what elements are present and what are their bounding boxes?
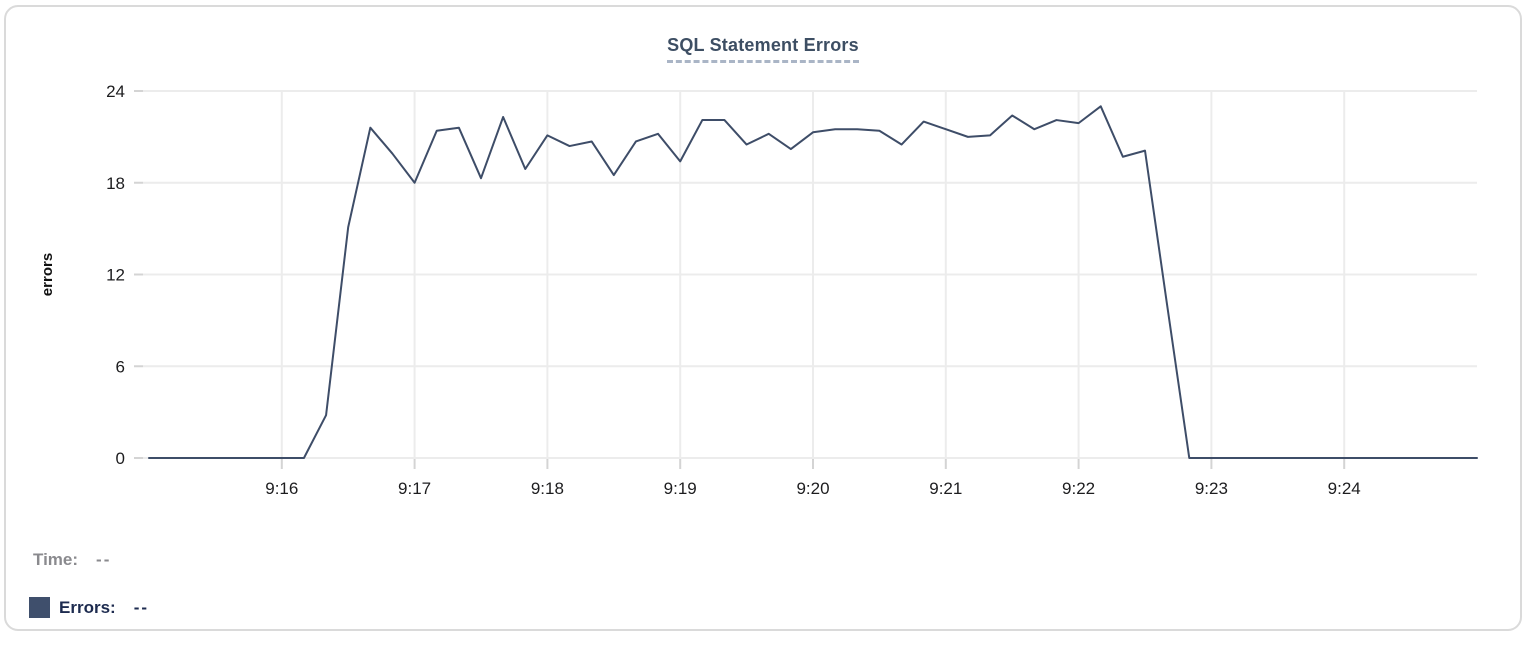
hover-time-readout: Time: -- [33, 550, 111, 570]
y-tick-label: 6 [116, 357, 125, 376]
x-tick-label: 9:21 [929, 479, 962, 498]
x-tick-label: 9:24 [1328, 479, 1361, 498]
x-tick-label: 9:20 [796, 479, 829, 498]
errors-series-swatch [29, 597, 50, 618]
chart-card: SQL Statement Errors 0 6 12 18 24 9:16 9:17 9:1… [4, 5, 1522, 631]
time-value: -- [96, 550, 112, 569]
x-tick-label: 9:19 [664, 479, 697, 498]
y-tick-label: 12 [106, 266, 125, 285]
y-tick-label: 24 [106, 82, 125, 101]
errors-legend-row[interactable]: Errors: -- [29, 597, 149, 618]
x-tick-label: 9:18 [531, 479, 564, 498]
chart-header: SQL Statement Errors [6, 35, 1520, 63]
x-tick-label: 9:22 [1062, 479, 1095, 498]
errors-line-series[interactable] [148, 105, 1478, 459]
sql-errors-chart-canvas[interactable]: 0 6 12 18 24 9:16 9:17 9:18 9:19 9:20 9:21 9:22 9:23… [6, 7, 1528, 512]
x-tick-label: 9:16 [265, 479, 298, 498]
chart-title[interactable]: SQL Statement Errors [667, 35, 859, 63]
errors-value: -- [133, 597, 150, 617]
x-tick-label: 9:17 [398, 479, 431, 498]
errors-label: Errors: [59, 597, 116, 617]
time-label: Time: [33, 550, 79, 569]
x-tick-label: 9:23 [1195, 479, 1228, 498]
y-axis-title: errors [39, 253, 56, 296]
y-tick-label: 18 [106, 174, 125, 193]
y-tick-label: 0 [116, 449, 125, 468]
